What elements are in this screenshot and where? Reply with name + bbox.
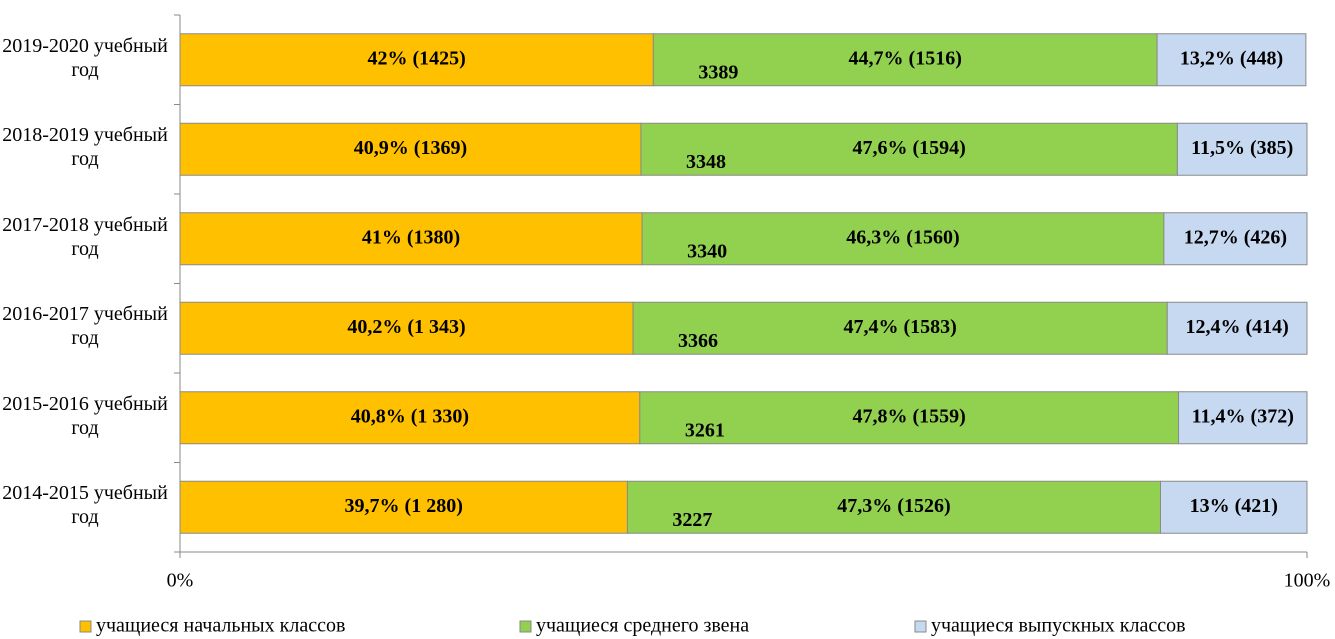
legend-label: учащиеся начальных классов xyxy=(96,615,345,637)
data-label: 47,8% (1559) xyxy=(853,405,966,427)
data-label: 12,7% (426) xyxy=(1184,226,1287,248)
data-label: 40,2% (1 343) xyxy=(347,316,465,338)
legend-swatch xyxy=(914,620,927,633)
data-label: 11,4% (372) xyxy=(1192,405,1294,427)
bar-segment xyxy=(652,33,1158,87)
data-label: 44,7% (1516) xyxy=(849,47,962,69)
bar-segment xyxy=(1156,33,1307,87)
bar-segment xyxy=(1166,301,1308,355)
data-label: 13,2% (448) xyxy=(1180,47,1283,69)
bar-segment xyxy=(179,301,634,355)
total-label: 3261 xyxy=(685,419,725,441)
data-label: 11,5% (385) xyxy=(1191,137,1293,159)
category-label: 2014-2015 учебный год xyxy=(2,482,168,529)
bar-segment xyxy=(179,480,628,534)
data-label: 12,4% (414) xyxy=(1185,316,1288,338)
data-label: 47,3% (1526) xyxy=(837,495,950,517)
bar-segment xyxy=(1178,391,1308,445)
bar-segment xyxy=(179,33,654,87)
legend-label: учащиеся среднего звена xyxy=(536,615,749,637)
bar-segment xyxy=(179,212,643,266)
data-label: 47,6% (1594) xyxy=(853,137,966,159)
category-label: 2018-2019 учебный год xyxy=(2,124,168,171)
data-label: 41% (1380) xyxy=(362,226,460,248)
category-label: 2016-2017 учебный год xyxy=(2,303,168,350)
bar-segment xyxy=(626,480,1161,534)
data-label: 40,9% (1369) xyxy=(354,137,467,159)
data-label: 39,7% (1 280) xyxy=(345,495,463,517)
category-label: 2015-2016 учебный год xyxy=(2,392,168,439)
total-label: 3348 xyxy=(686,151,726,173)
x-tick-label: 100% xyxy=(1284,570,1331,592)
category-label-text: 2019-2020 учебный год xyxy=(2,34,168,81)
bar-segment xyxy=(640,122,1178,176)
category-label: 2019-2020 учебный год xyxy=(2,34,168,81)
bar-segment xyxy=(1176,122,1308,176)
bar-segment xyxy=(179,391,641,445)
category-label: 2017-2018 учебный год xyxy=(2,213,168,260)
category-label-text: 2017-2018 учебный год xyxy=(2,213,168,260)
category-label-text: 2014-2015 учебный год xyxy=(2,482,168,529)
data-label: 42% (1425) xyxy=(368,47,466,69)
category-label-text: 2018-2019 учебный год xyxy=(2,124,168,171)
data-label: 47,4% (1583) xyxy=(843,316,956,338)
category-label-text: 2015-2016 учебный год xyxy=(2,392,168,439)
data-label: 40,8% (1 330) xyxy=(351,405,469,427)
data-label: 13% (421) xyxy=(1190,495,1278,517)
x-tick-label: 0% xyxy=(167,570,194,592)
legend-label: учащиеся выпускных классов xyxy=(931,615,1186,637)
total-label: 3366 xyxy=(678,330,718,352)
bar-segment xyxy=(1163,212,1308,266)
total-label: 3389 xyxy=(698,61,738,83)
category-label-text: 2016-2017 учебный год xyxy=(2,303,168,350)
total-label: 3227 xyxy=(672,509,712,531)
bar-segment xyxy=(1159,480,1308,534)
bar-segment xyxy=(179,122,642,176)
data-label: 46,3% (1560) xyxy=(846,226,959,248)
legend-swatch xyxy=(79,620,92,633)
bar-segment xyxy=(632,301,1168,355)
total-label: 3340 xyxy=(687,240,727,262)
bar-segment xyxy=(639,391,1180,445)
legend-swatch xyxy=(519,620,532,633)
